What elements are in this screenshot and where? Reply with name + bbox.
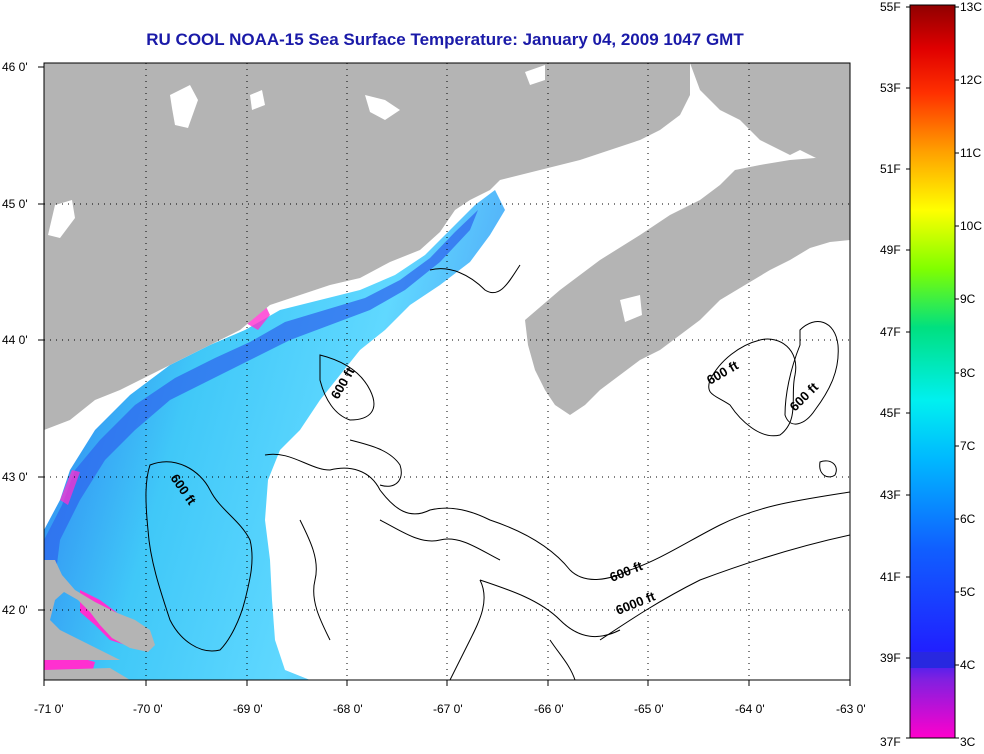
- axis-ticks: [38, 66, 851, 686]
- colorbar-c-label: 4C: [960, 658, 976, 672]
- colorbar-band: [910, 652, 955, 668]
- lat-label: 43 0': [2, 470, 28, 484]
- colorbar-frame: [909, 4, 956, 739]
- colorbar-c-label: 6C: [960, 512, 976, 526]
- colorbar-f-label: 49F: [880, 243, 901, 257]
- colorbar-f-label: 47F: [880, 325, 901, 339]
- colorbar-ticks: [906, 6, 959, 739]
- colorbar-f-label: 51F: [880, 162, 901, 176]
- colorbar-f-label: 41F: [880, 570, 901, 584]
- colorbar-f-label: 53F: [880, 81, 901, 95]
- colorbar-f-label: 55F: [880, 0, 901, 14]
- lon-label: -65 0': [634, 702, 664, 716]
- colorbar-c-label: 13C: [960, 0, 982, 14]
- lon-label: -67 0': [433, 702, 463, 716]
- lat-label: 46 0': [2, 60, 28, 74]
- colorbar-c-label: 8C: [960, 366, 976, 380]
- graticule: [44, 63, 850, 680]
- land-nova-scotia: [525, 158, 850, 415]
- land-south: [44, 668, 130, 680]
- lat-label: 45 0': [2, 197, 28, 211]
- land-massachusetts: [44, 560, 155, 660]
- sst-cold-coastline: [60, 470, 80, 505]
- lon-label: -63 0': [836, 702, 866, 716]
- lon-label: -68 0': [333, 702, 363, 716]
- colorbar-c-label: 10C: [960, 219, 982, 233]
- lon-label: -66 0': [534, 702, 564, 716]
- colorbar-c-label: 7C: [960, 439, 976, 453]
- sst-blue-bands: [44, 210, 478, 600]
- lat-label: 42 0': [2, 603, 28, 617]
- lon-label: -64 0': [735, 702, 765, 716]
- colorbar-c-label: 12C: [960, 73, 982, 87]
- colorbar-c-label: 5C: [960, 585, 976, 599]
- colorbar-f-label: 39F: [880, 651, 901, 665]
- land-maine-newbrunswick: [44, 63, 850, 430]
- lon-label: -70 0': [133, 702, 163, 716]
- colorbar-f-label: 37F: [880, 735, 901, 749]
- map-title: RU COOL NOAA-15 Sea Surface Temperature:…: [146, 30, 744, 49]
- colorbar-f-label: 45F: [880, 406, 901, 420]
- lon-label: -69 0': [233, 702, 263, 716]
- bay-of-fundy: [505, 150, 700, 290]
- bathymetry-contours: [145, 264, 850, 680]
- colorbar: [909, 4, 956, 739]
- colorbar-c-label: 9C: [960, 292, 976, 306]
- colorbar-c-label: 11C: [960, 146, 981, 160]
- colorbar-c-label: 3C: [960, 735, 976, 749]
- lon-label: -71 0': [34, 702, 64, 716]
- lat-label: 44 0': [2, 333, 28, 347]
- colorbar-f-label: 43F: [880, 488, 901, 502]
- sst-data-region: [44, 190, 505, 680]
